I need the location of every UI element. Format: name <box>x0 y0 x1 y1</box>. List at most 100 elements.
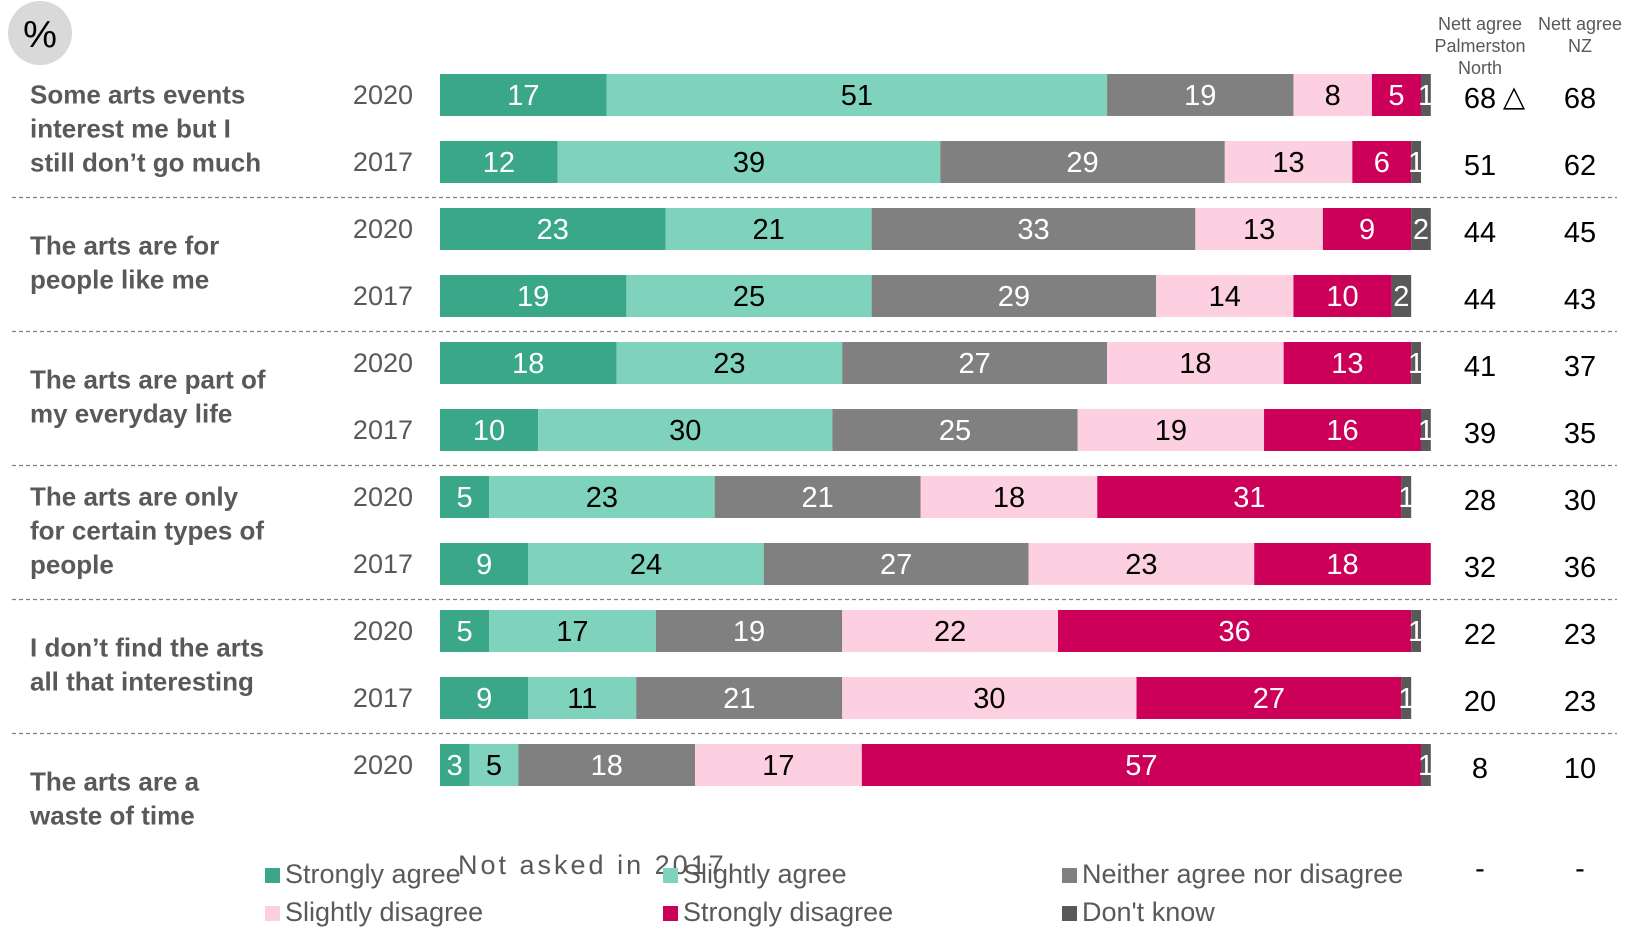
data-label: 5 <box>456 616 472 648</box>
statement-label: The arts are only <box>30 482 239 512</box>
nett-agree-nz-value: 30 <box>1564 485 1596 517</box>
statement-label: people like me <box>30 265 209 295</box>
plot-area: Some arts events interest me but I still d… <box>29 74 1596 885</box>
data-label: 17 <box>556 616 588 648</box>
header-nett-agree-nz: Nett agree <box>1538 14 1622 34</box>
data-label: 9 <box>476 549 492 581</box>
legend-label: Slightly agree <box>683 859 847 889</box>
data-label: 23 <box>586 482 618 514</box>
data-label: 5 <box>456 482 472 514</box>
data-label: 1 <box>1408 147 1424 179</box>
data-label: 9 <box>1359 214 1375 246</box>
nett-agree-palmerston-value: 39 <box>1464 418 1496 450</box>
data-label: 1 <box>1398 482 1414 514</box>
data-label: 1 <box>1408 348 1424 380</box>
data-label: 23 <box>713 348 745 380</box>
legend-swatch <box>265 868 280 883</box>
nett-agree-nz-value: 36 <box>1564 552 1596 584</box>
statement-label: waste of time <box>29 801 195 831</box>
data-label: 13 <box>1272 147 1304 179</box>
year-label: 2020 <box>353 482 413 512</box>
year-label: 2020 <box>353 616 413 646</box>
data-label: 13 <box>1331 348 1363 380</box>
nett-agree-nz-value: 23 <box>1564 686 1596 718</box>
data-label: 24 <box>630 549 662 581</box>
legend-swatch <box>663 906 678 921</box>
statement-label: for certain types of <box>30 516 264 546</box>
data-label: 29 <box>1066 147 1098 179</box>
data-label: 27 <box>880 549 912 581</box>
year-label: 2017 <box>353 415 413 445</box>
nett-agree-palmerston-value: 32 <box>1464 552 1496 584</box>
nett-agree-palmerston-value: 41 <box>1464 351 1496 383</box>
statement-label: my everyday life <box>30 399 232 429</box>
data-label: 19 <box>1155 415 1187 447</box>
data-label: 9 <box>476 683 492 715</box>
nett-agree-nz-value: 10 <box>1564 753 1596 785</box>
nett-agree-nz-value: 68 <box>1564 83 1596 115</box>
data-label: 8 <box>1325 80 1341 112</box>
nett-agree-palmerston-value: 20 <box>1464 686 1496 718</box>
data-label: 21 <box>802 482 834 514</box>
year-label: 2017 <box>353 281 413 311</box>
nett-agree-palmerston-value: 22 <box>1464 619 1496 651</box>
statement-label: people <box>30 550 114 580</box>
data-label: 1 <box>1408 616 1424 648</box>
data-label: 25 <box>939 415 971 447</box>
statement-label: interest me but I <box>30 114 231 144</box>
data-label: 18 <box>512 348 544 380</box>
data-label: 51 <box>841 80 873 112</box>
statement-label: still don’t go much <box>30 148 261 178</box>
nett-agree-palmerston-value: - <box>1475 853 1485 885</box>
header-nett-agree-palmerston-north: North <box>1458 58 1502 78</box>
nett-agree-palmerston-value: 28 <box>1464 485 1496 517</box>
data-label: 31 <box>1233 482 1265 514</box>
statement-label: The arts are a <box>30 767 200 797</box>
data-label: 1 <box>1398 683 1414 715</box>
data-label: 21 <box>753 214 785 246</box>
year-label: 2017 <box>353 147 413 177</box>
legend-label: Strongly disagree <box>683 897 893 927</box>
year-label: 2017 <box>353 549 413 579</box>
data-label: 19 <box>733 616 765 648</box>
legend-swatch <box>1062 868 1077 883</box>
data-label: 16 <box>1326 415 1358 447</box>
nett-agree-palmerston-value: 68 <box>1464 83 1496 115</box>
year-label: 2020 <box>353 750 413 780</box>
data-label: 17 <box>507 80 539 112</box>
legend-label: Don't know <box>1082 897 1215 927</box>
data-label: 14 <box>1209 281 1241 313</box>
data-label: 21 <box>723 683 755 715</box>
data-label: 27 <box>1253 683 1285 715</box>
nett-agree-nz-value: 43 <box>1564 284 1596 316</box>
data-label: 25 <box>733 281 765 313</box>
data-label: 13 <box>1243 214 1275 246</box>
data-label: 10 <box>473 415 505 447</box>
data-label: 18 <box>993 482 1025 514</box>
nett-agree-palmerston-value: 8 <box>1472 753 1488 785</box>
data-label: 5 <box>1388 80 1404 112</box>
data-label: 1 <box>1418 415 1434 447</box>
data-label: 3 <box>447 750 463 782</box>
statement-label: I don’t find the arts <box>30 633 264 663</box>
data-label: 57 <box>1125 750 1157 782</box>
legend-label: Neither agree nor disagree <box>1082 859 1403 889</box>
nett-agree-nz-value: 62 <box>1564 150 1596 182</box>
percent-badge-label: % <box>23 14 57 56</box>
nett-agree-headers: Nett agreePalmerstonNorthNett agreeNZ <box>1434 14 1622 78</box>
legend-swatch <box>1062 906 1077 921</box>
legend-swatch <box>663 868 678 883</box>
data-label: 1 <box>1418 80 1434 112</box>
data-label: 10 <box>1326 281 1358 313</box>
data-label: 18 <box>1179 348 1211 380</box>
statement-label: Some arts events <box>30 80 245 110</box>
year-label: 2020 <box>353 348 413 378</box>
data-label: 30 <box>973 683 1005 715</box>
data-label: 5 <box>486 750 502 782</box>
data-label: 33 <box>1017 214 1049 246</box>
data-label: 18 <box>591 750 623 782</box>
data-label: 39 <box>733 147 765 179</box>
nett-agree-nz-value: 23 <box>1564 619 1596 651</box>
year-label: 2020 <box>353 80 413 110</box>
